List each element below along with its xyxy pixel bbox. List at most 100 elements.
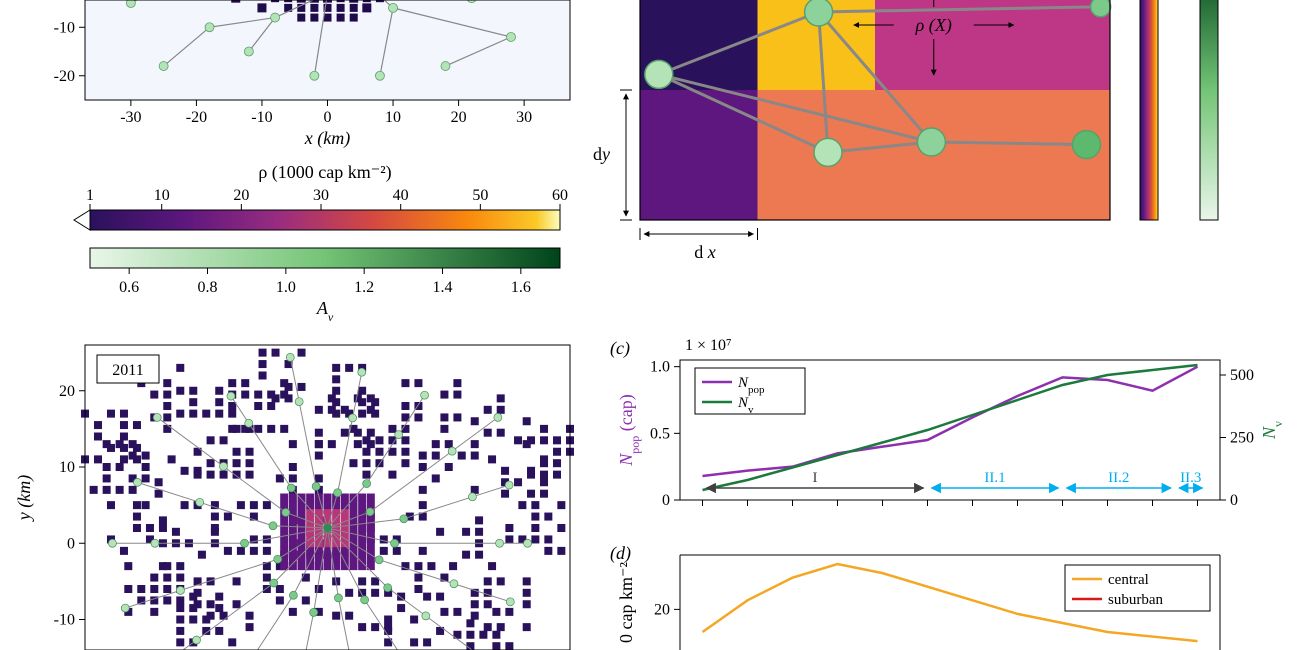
- network-node: [494, 413, 502, 421]
- schematic-node: [917, 128, 945, 156]
- network-node: [400, 515, 408, 523]
- network-node: [295, 398, 303, 406]
- network-node: [286, 353, 294, 361]
- network-node: [244, 47, 253, 56]
- network-node: [227, 392, 235, 400]
- network-node: [391, 539, 399, 547]
- network-node: [361, 596, 369, 604]
- svg-text:dy: dy: [593, 144, 610, 164]
- schematic-node: [814, 138, 842, 166]
- schematic-node: [805, 0, 833, 26]
- svg-text:Av: Av: [316, 298, 334, 324]
- network-node: [205, 23, 214, 32]
- svg-text:II.2: II.2: [1108, 470, 1129, 486]
- network-node: [505, 481, 513, 489]
- network-node: [324, 524, 332, 532]
- svg-text:20: 20: [59, 383, 75, 400]
- svg-text:0.8: 0.8: [198, 279, 218, 296]
- svg-text:(d): (d): [610, 543, 631, 564]
- network-node: [151, 539, 159, 547]
- svg-text:Npop (cap): Npop (cap): [616, 394, 642, 466]
- network-node: [245, 419, 253, 427]
- network-node: [310, 71, 319, 80]
- panel-a-density-map: -20-10-30-20-100102030x (km): [54, 0, 570, 149]
- network-node: [422, 612, 430, 620]
- network-node: [496, 539, 504, 547]
- network-node: [524, 539, 532, 547]
- svg-text:x (km): x (km): [304, 128, 350, 149]
- network-node: [219, 462, 227, 470]
- svg-text:1 × 10⁷: 1 × 10⁷: [685, 337, 732, 354]
- svg-text:Nv: Nv: [1259, 421, 1285, 440]
- svg-text:-20: -20: [186, 109, 207, 126]
- network-node: [358, 368, 366, 376]
- network-node: [441, 62, 450, 71]
- network-node: [310, 608, 318, 616]
- rho-colorbar: [90, 210, 560, 230]
- svg-text:20: 20: [233, 187, 249, 204]
- network-node: [421, 391, 429, 399]
- network-node: [193, 636, 201, 644]
- network-node: [121, 604, 129, 612]
- svg-text:-10: -10: [54, 612, 75, 629]
- network-node: [366, 508, 374, 516]
- svg-text:50: 50: [472, 187, 488, 204]
- svg-text:-10: -10: [251, 109, 272, 126]
- svg-text:II.3: II.3: [1180, 470, 1201, 486]
- network-node: [269, 522, 277, 530]
- svg-text:0: 0: [67, 535, 75, 552]
- svg-text:suburban: suburban: [1108, 592, 1163, 608]
- svg-text:500: 500: [1230, 367, 1254, 384]
- network-node: [133, 478, 141, 486]
- svg-text:II.1: II.1: [984, 470, 1005, 486]
- svg-text:0.5: 0.5: [650, 425, 670, 442]
- svg-text:1.0: 1.0: [650, 359, 670, 376]
- svg-text:y (km): y (km): [14, 475, 35, 522]
- network-node: [334, 489, 342, 497]
- network-node: [363, 480, 371, 488]
- panel-b-schematic: ρ (X)dxdyρ (ca: [593, 0, 1218, 262]
- network-node: [506, 598, 514, 606]
- svg-text:20: 20: [451, 109, 467, 126]
- svg-text:0: 0: [324, 109, 332, 126]
- svg-text:0.6: 0.6: [119, 279, 139, 296]
- network-node: [287, 484, 295, 492]
- schematic-node: [1091, 0, 1111, 17]
- network-node: [312, 482, 320, 490]
- svg-text:(c): (c): [610, 338, 630, 359]
- network-node: [241, 539, 249, 547]
- svg-text:ρ (X): ρ (X): [915, 15, 952, 36]
- svg-text:20: 20: [654, 601, 670, 618]
- svg-text:-20: -20: [54, 68, 75, 85]
- svg-text:d: d: [694, 242, 703, 262]
- svg-text:1.6: 1.6: [511, 279, 531, 296]
- legend: NpopNv: [695, 368, 805, 416]
- svg-text:1.2: 1.2: [354, 279, 374, 296]
- svg-text:-30: -30: [120, 109, 141, 126]
- network-node: [375, 556, 383, 564]
- network-node: [153, 413, 161, 421]
- panel-c-line-chart: 1 × 10⁷(c)00.51.00250500III.1II.2II.3Npo…: [610, 337, 1285, 509]
- network-node: [289, 591, 297, 599]
- network-node: [448, 447, 456, 455]
- network-node: [176, 586, 184, 594]
- svg-text:0: 0: [1230, 492, 1238, 509]
- network-node: [282, 508, 290, 516]
- svg-text:10: 10: [154, 187, 170, 204]
- svg-text:2011: 2011: [112, 362, 143, 379]
- network-node: [274, 555, 282, 563]
- colorbars: ρ (1000 cap km⁻²)11020304050600.60.81.01…: [74, 162, 568, 324]
- av-colorbar: [90, 248, 560, 268]
- svg-text:central: central: [1108, 572, 1149, 588]
- network-node: [375, 71, 384, 80]
- svg-text:10: 10: [59, 459, 75, 476]
- schematic-node: [1073, 131, 1101, 159]
- svg-text:1.4: 1.4: [433, 279, 453, 296]
- svg-text:I: I: [813, 470, 818, 486]
- network-node: [450, 580, 458, 588]
- network-node: [468, 493, 476, 501]
- schematic-node: [645, 60, 673, 88]
- network-node: [395, 431, 403, 439]
- svg-text:1: 1: [86, 187, 94, 204]
- network-node: [108, 539, 116, 547]
